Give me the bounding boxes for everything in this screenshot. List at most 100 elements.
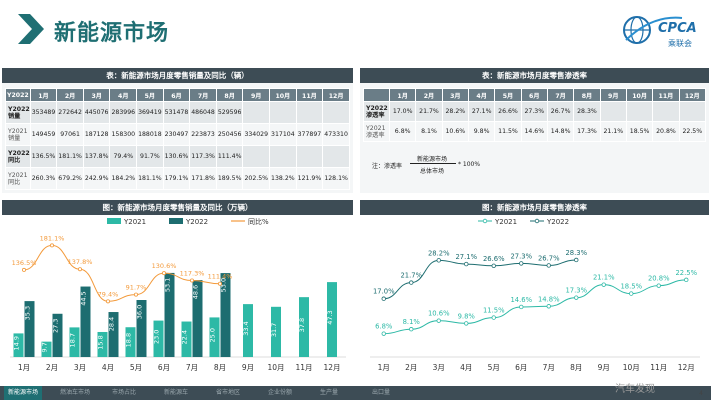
table-cell: 8.1% [415, 121, 443, 142]
bar-label-y2022: 44.5 [80, 291, 88, 305]
bar-y2022 [80, 286, 91, 357]
x-tick-label: 2月 [46, 363, 58, 372]
table-cell: 353489 [29, 101, 58, 124]
footer-tab[interactable]: 企业份额 [268, 389, 293, 396]
yoy-label: 136.5% [12, 259, 37, 267]
column-header: 8月 [215, 88, 244, 102]
bar-y2021 [41, 341, 52, 357]
column-header: 11月 [652, 88, 680, 102]
footer-tab[interactable]: 生产量 [320, 389, 339, 396]
footer-tab[interactable]: 新能源车 [164, 389, 189, 396]
bar-label-y2021: 31.7 [270, 323, 278, 337]
formula-numerator: 新能源市场 [417, 156, 448, 163]
column-header: 1月 [29, 88, 58, 102]
table-cell: 184.2% [109, 167, 138, 190]
table-cell: 181.1% [136, 167, 164, 190]
column-header: 5月 [136, 88, 164, 102]
table-cell: 317104 [269, 123, 297, 146]
table-cell: 14.6% [520, 121, 548, 142]
x-tick-label: 7月 [543, 363, 555, 372]
table-cell: 445076 [82, 101, 111, 124]
footer-tab[interactable]: 新能源市场 [4, 386, 43, 400]
bar-y2022 [52, 313, 63, 357]
table-cell: 179.1% [162, 167, 191, 190]
legend-swatch [107, 218, 121, 224]
data-label: 14.6% [510, 296, 532, 304]
bar-label-y2022: 53.1 [164, 278, 172, 292]
cpca-logo: CPCA 乘联会 [622, 10, 700, 52]
bar-label-y2022: 53.0 [220, 278, 228, 292]
footer-tab[interactable]: 市场占比 [112, 389, 137, 396]
legend-label: 同比% [248, 217, 269, 226]
data-label: 28.3% [565, 249, 587, 257]
column-header: 2月 [415, 88, 443, 102]
data-point [684, 277, 689, 283]
sales-bar-chart: Y2021 Y2022 同比% 14.9 35.3 1月 9.7 27.3 2月 18.7 44.5… [10, 217, 346, 372]
column-header: 12月 [322, 88, 350, 102]
table-cell: 531478 [162, 101, 191, 124]
table-cell: 486048 [189, 101, 217, 124]
table-cell [322, 101, 350, 124]
bar-y2022 [164, 272, 175, 357]
footer-bar [0, 386, 711, 400]
header: 新能源市场 CPCA 乘联会 [0, 0, 711, 62]
bar-label-y2021: 37.8 [298, 318, 306, 332]
x-tick-label: 4月 [460, 363, 472, 372]
data-point [656, 283, 661, 288]
formula-fraction-line [410, 163, 456, 164]
table-row: Y2022 销量 353489 272642 445076 283996 369419 531… [5, 101, 350, 124]
table-row: Y2022 同比 136.5% 181.1% 137.8% 79.4% 91.7% 130.6… [5, 145, 350, 168]
table-cell: 6.8% [388, 121, 417, 142]
table-cell [625, 101, 654, 122]
data-label: 20.8% [648, 275, 670, 283]
legend-label: Y2022 [185, 218, 208, 226]
table-cell: 26.6% [494, 101, 522, 122]
table-cell: 189.5% [215, 167, 244, 190]
bar-y2021 [209, 317, 220, 357]
table-cell: 377897 [295, 123, 324, 146]
footer-tab[interactable]: 出口量 [372, 389, 391, 396]
table-cell [242, 145, 271, 168]
x-tick-label: 10月 [267, 363, 284, 372]
bar-label-y2022: 36.0 [136, 305, 144, 319]
x-tick-label: 1月 [378, 363, 390, 372]
column-header: 7月 [189, 88, 217, 102]
table-cell: 679.2% [56, 167, 84, 190]
bar-label-y2022: 48.6 [192, 285, 200, 299]
table-cell [269, 101, 297, 124]
yoy-label: 91.7% [126, 284, 147, 292]
bar-label-y2021: 33.4 [242, 321, 250, 335]
data-label: 26.7% [538, 254, 560, 262]
data-point [381, 296, 386, 301]
right-chart-title: 图：新能源市场月度零售渗透率 [360, 200, 709, 215]
data-label: 10.6% [428, 310, 450, 318]
x-tick-label: 5月 [488, 363, 500, 372]
yoy-point [78, 267, 83, 272]
watermark: 汽车发现 [615, 384, 655, 395]
x-tick-label: 3月 [74, 363, 86, 372]
footer-tab[interactable]: 省市地区 [216, 389, 241, 396]
x-tick-label: 11月 [650, 363, 667, 372]
table-cell: 28.3% [573, 101, 601, 122]
table-cell: 158300 [109, 123, 138, 146]
data-label: 17.0% [373, 288, 395, 296]
table-cell: 91.7% [136, 145, 164, 168]
bar-y2021 [181, 321, 192, 357]
penetration-line-chart: Y2021 Y2022 1月 2月 3月 4月 5月 6月 7月 8月 9月 10月 11月 12月 6.8… [370, 218, 700, 372]
yoy-point [161, 271, 166, 276]
yoy-point [50, 243, 55, 248]
right-chart-panel: 图：新能源市场月度零售渗透率 Y2021 Y2022 1月 2月 3月 4月 5月 6月 7月 8… [360, 200, 709, 382]
table-cell: 188018 [136, 123, 164, 146]
bar-label-y2021: 15.8 [97, 335, 105, 349]
data-label: 22.5% [675, 269, 697, 277]
bar-label-y2021: 25.0 [209, 328, 217, 342]
x-tick-label: 8月 [214, 363, 226, 372]
table-cell: 260.3% [29, 167, 58, 190]
column-header: 10月 [269, 88, 297, 102]
column-header [363, 88, 390, 102]
table-row: Y2021 销量 149459 97061 187128 158300 188018 2304… [5, 123, 350, 146]
data-label: 21.1% [593, 274, 615, 282]
table-cell [599, 101, 627, 122]
table-row: Y2021 同比 260.3% 679.2% 242.9% 184.2% 181.1% 179… [5, 167, 350, 190]
footer-tab[interactable]: 燃油车市场 [60, 389, 91, 396]
